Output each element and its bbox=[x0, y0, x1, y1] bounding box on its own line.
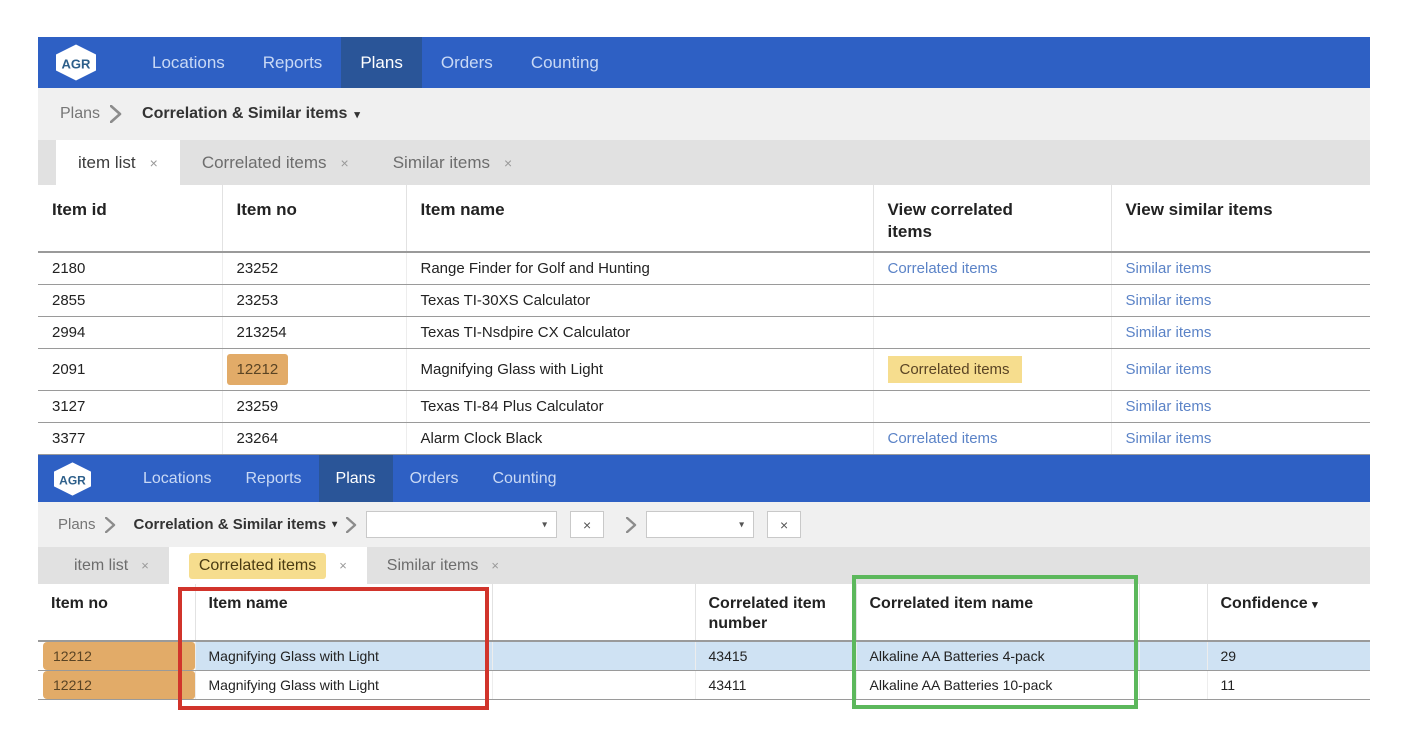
svg-text:AGR: AGR bbox=[59, 473, 86, 487]
svg-text:AGR: AGR bbox=[62, 57, 92, 72]
